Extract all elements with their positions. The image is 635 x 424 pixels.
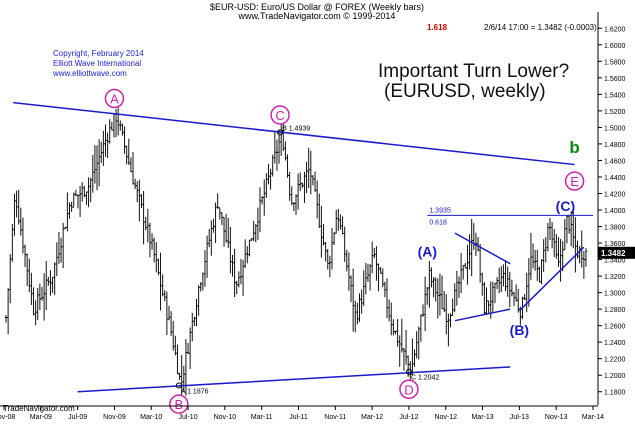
chart-site: www.TradeNavigator.com © 1999-2014 <box>238 11 396 21</box>
y-tick-label: 1.4800 <box>604 142 626 149</box>
x-tick-label: Nov-13 <box>545 414 568 421</box>
y-tick-label: 1.5600 <box>604 76 626 83</box>
x-tick-label: Mar-14 <box>582 414 604 421</box>
y-tick-label: 1.4000 <box>604 208 626 215</box>
x-tick-label: Nov-11 <box>324 414 346 421</box>
wave-circle-d <box>399 379 419 400</box>
extreme-marker <box>277 129 284 136</box>
x-tick-label: Jul-12 <box>399 414 418 421</box>
y-tick-label: 1.3400 <box>604 258 626 265</box>
last-price-tag <box>598 246 635 259</box>
y-tick-label: 1.3800 <box>604 225 626 232</box>
x-tick-label: Nov-12 <box>434 414 457 421</box>
y-tick-label: 1.4200 <box>604 191 626 198</box>
trendline <box>518 246 585 312</box>
wave-label-paren: (C) <box>556 198 575 214</box>
quote-readout: 2/6/14 17:00 = 1.3482 (-0.0003) <box>484 23 597 32</box>
y-tick-label: 1.5200 <box>604 109 626 116</box>
wave-label-b: B <box>175 397 184 412</box>
fib-level-value: 1.3935 <box>429 207 451 214</box>
x-tick-label: Jul-11 <box>289 414 308 421</box>
y-tick-label: 1.2600 <box>604 324 626 331</box>
wave-label-paren: (B) <box>510 322 529 338</box>
y-tick-label: 1.2200 <box>604 357 626 364</box>
wave-circle-b <box>169 394 189 414</box>
y-tick-label: 1.2000 <box>604 373 626 380</box>
copyright-line3: www.elliottwave.com <box>52 69 127 78</box>
point-labels: A 1.1876 B 1.4939 C 1.2042 <box>175 125 440 395</box>
trendlines <box>13 101 585 393</box>
x-tick-label: Jul-10 <box>179 414 198 421</box>
date-axis: Nov-08 Mar-09 Jul-09 Nov-09 Mar-10 Jul-10 Nov-… <box>0 405 604 421</box>
y-tick-label: 1.3200 <box>604 274 626 281</box>
trendline <box>454 308 511 322</box>
y-tick-label: 1.2800 <box>604 307 626 314</box>
trendline <box>13 101 575 166</box>
y-tick-label: 1.5400 <box>604 92 626 99</box>
extreme-label: B 1.4939 <box>282 125 310 132</box>
extreme-label: A 1.1876 <box>181 388 209 395</box>
chart-title: $EUR-USD: Euro/US Dollar @ FOREX (Weekly… <box>210 2 424 12</box>
y-tick-label: 1.4600 <box>604 158 626 165</box>
y-tick-label: 1.6000 <box>604 43 626 50</box>
copyright-line2: Elliott Wave International <box>53 59 141 68</box>
x-tick-label: Nov-09 <box>103 414 126 421</box>
price-bars <box>4 105 588 402</box>
fib-level: 1.3935 0.618 <box>427 207 593 226</box>
wave-label-d: D <box>404 382 413 397</box>
wave-circle-e <box>564 171 585 191</box>
y-tick-label: 1.4400 <box>604 175 626 182</box>
last-price-label: 1.3482 <box>601 249 626 258</box>
headline-line1: Important Turn Lower? <box>378 61 569 82</box>
y-tick-label: 1.2400 <box>604 340 626 347</box>
price-bar <box>584 248 588 267</box>
footer-brand: TradeNavigator.com <box>3 404 75 413</box>
trendline <box>454 232 511 265</box>
x-tick-label: Jul-09 <box>68 414 87 421</box>
extreme-label: C 1.2042 <box>411 375 440 382</box>
trendline <box>77 366 511 393</box>
y-tick-label: 1.3600 <box>604 241 626 248</box>
fib-ratio: 0.618 <box>429 219 447 226</box>
x-tick-label: Mar-09 <box>30 414 52 421</box>
x-tick-label: Mar-12 <box>361 414 383 421</box>
wave-circle-c <box>270 105 290 125</box>
fib-ratio-label: 1.618 <box>427 23 448 32</box>
x-tick-label: Nov-08 <box>0 414 15 421</box>
x-tick-label: Mar-13 <box>471 414 493 421</box>
y-tick-label: 1.5000 <box>604 125 626 132</box>
extreme-marker <box>175 382 182 389</box>
wave-degree-b: b <box>569 138 579 157</box>
wave-label-e: E <box>570 174 579 189</box>
price-axis: 1.1800 1.2000 1.2200 1.2400 1.2600 1.2800 1.30… <box>597 12 635 405</box>
extreme-marker <box>405 368 412 375</box>
x-tick-label: Mar-11 <box>251 414 273 421</box>
wave-label-c: C <box>275 108 284 123</box>
y-tick-label: 1.6200 <box>604 26 626 33</box>
x-tick-label: Jul-13 <box>510 414 529 421</box>
x-tick-label: Mar-10 <box>140 414 162 421</box>
y-tick-label: 1.1800 <box>604 390 626 397</box>
copyright-line1: Copyright, February 2014 <box>53 49 144 58</box>
wave-label-paren: (A) <box>418 243 437 259</box>
wave-label-a: A <box>110 91 119 106</box>
x-tick-label: Nov-10 <box>214 414 237 421</box>
y-tick-label: 1.5800 <box>604 59 626 66</box>
wave-circle-a <box>104 88 125 109</box>
y-tick-label: 1.3000 <box>604 291 626 298</box>
headline-line2: (EURUSD, weekly) <box>384 81 546 102</box>
